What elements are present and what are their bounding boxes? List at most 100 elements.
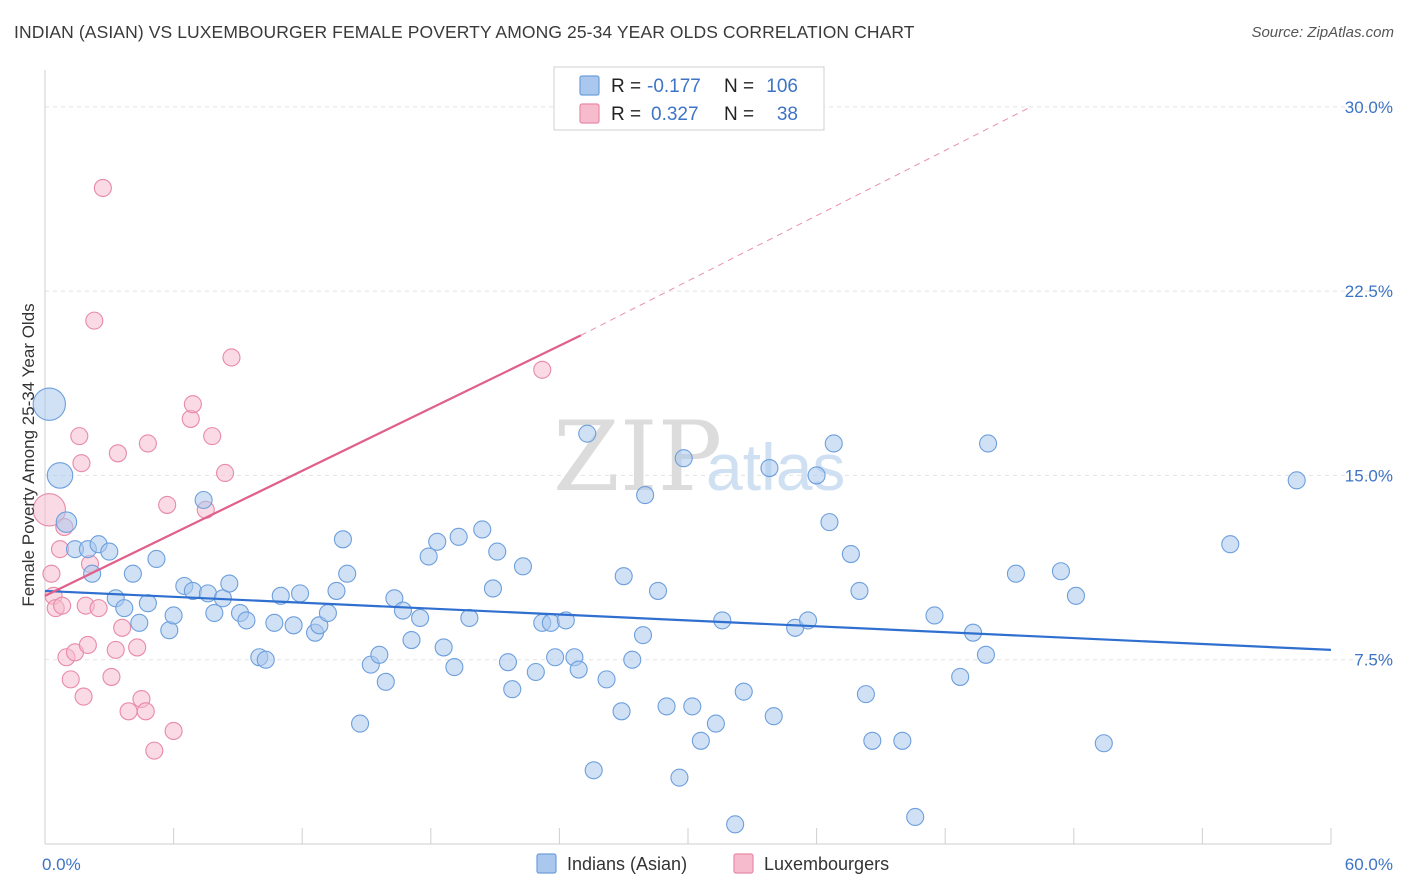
indians-asian-point <box>428 532 447 551</box>
indians-asian-point <box>1287 471 1306 490</box>
series-legend-swatch-indians <box>536 853 557 874</box>
chart-title: INDIAN (ASIAN) VS LUXEMBOURGER FEMALE PO… <box>14 22 915 42</box>
indians-asian-point <box>841 545 860 564</box>
indians-asian-point <box>584 761 603 780</box>
indians-asian-point <box>419 547 438 566</box>
luxembourgers-point <box>113 618 132 637</box>
indians-asian-point <box>271 586 290 605</box>
legend-n-value-2: 38 <box>777 104 798 125</box>
indians-asian-point <box>310 616 329 635</box>
legend-n-label-2: N = <box>724 104 754 125</box>
indians-asian-point <box>726 815 745 834</box>
indians-asian-point <box>597 670 616 689</box>
indians-asian-point <box>657 697 676 716</box>
indians-asian-point <box>402 631 421 650</box>
luxembourgers-point <box>50 540 70 559</box>
legend-n-value-1: 106 <box>766 76 798 97</box>
indians-asian-point <box>856 685 875 704</box>
gridlines <box>45 106 1392 661</box>
indians-asian-point <box>764 707 783 726</box>
indians-asian-point <box>824 434 843 453</box>
indians-asian-trend-line <box>44 589 1332 651</box>
indians-asian-point <box>411 608 430 627</box>
indians-asian-point <box>55 511 78 533</box>
indians-asian-point <box>541 613 560 632</box>
indians-asian-point <box>1221 535 1240 554</box>
indians-asian-point <box>473 520 492 539</box>
series-legend-swatch-luxembourgers <box>733 853 754 874</box>
luxembourgers-point <box>533 360 552 379</box>
x-tick-label-1: 60.0% <box>1345 855 1393 874</box>
indians-asian-point <box>265 613 284 632</box>
luxembourgers-point <box>164 721 183 741</box>
indians-asian-point <box>123 564 142 583</box>
indians-asian-point <box>237 611 256 630</box>
legend-r-value-2: 0.327 <box>651 104 699 125</box>
luxembourgers-point <box>203 427 222 446</box>
source-credit: Source: ZipAtlas.com <box>1251 24 1394 41</box>
indians-asian-point <box>863 731 882 750</box>
indians-asian-point <box>951 667 970 686</box>
luxembourgers-point <box>85 311 104 330</box>
indians-asian-point <box>623 650 642 669</box>
legend-r-value-1: -0.177 <box>647 76 701 97</box>
indians-asian-point <box>1051 562 1070 581</box>
luxembourgers-point <box>61 670 80 689</box>
x-tick-label-0: 0.0% <box>42 855 81 874</box>
luxembourgers-point <box>89 599 108 618</box>
indians-asian-point <box>498 653 518 672</box>
luxembourgers-point <box>181 409 200 428</box>
legend-n-label-1: N = <box>724 76 754 97</box>
indians-asian-point <box>636 486 655 505</box>
luxembourgers-trend-extension <box>580 106 1032 336</box>
luxembourgers-point <box>215 463 235 483</box>
luxembourgers-point <box>93 178 112 197</box>
indians-asian-point <box>147 549 166 569</box>
luxembourgers-point <box>158 495 177 514</box>
indians-asian-point <box>483 579 503 598</box>
indians-asian-point <box>338 564 357 583</box>
luxembourgers-point <box>106 640 125 659</box>
indians-asian-point <box>460 608 479 627</box>
indians-asian-point <box>578 424 597 443</box>
indians-asian-point <box>393 601 412 620</box>
indians-asian-point <box>850 581 869 600</box>
legend-r-label-1: R = <box>611 76 641 97</box>
correlation-legend: R = -0.177 N = 106 R = 0.327 N = 38 <box>553 66 825 131</box>
luxembourgers-point <box>70 427 89 446</box>
y-axis-title: Female Poverty Among 25-34 Year Olds <box>19 303 38 606</box>
indians-asian-point <box>906 807 925 827</box>
indians-asian-point <box>138 594 157 613</box>
indians-asian-point <box>376 672 395 691</box>
indians-asian-point <box>1066 586 1085 605</box>
indians-asian-point <box>648 581 668 600</box>
indians-asian-point <box>614 567 633 586</box>
legend-r-label-2: R = <box>611 104 641 125</box>
indians-asian-point <box>526 662 545 682</box>
luxembourgers-point <box>102 667 121 686</box>
luxembourgers-point <box>108 444 127 463</box>
indians-asian-point <box>130 613 149 632</box>
indians-asian-point <box>807 466 826 485</box>
watermark: ZIP atlas <box>553 401 845 513</box>
luxembourgers-point <box>222 348 241 367</box>
indians-asian-point <box>194 490 213 510</box>
luxembourgers-point <box>72 454 91 473</box>
indians-asian-point <box>979 434 998 453</box>
legend-swatch-pink <box>579 103 600 124</box>
luxembourgers-point <box>128 638 147 657</box>
luxembourgers-trend-line <box>44 334 582 597</box>
luxembourgers-point <box>138 434 157 453</box>
indians-asian-point <box>164 606 183 625</box>
indians-asian-point <box>445 658 464 677</box>
indians-asian-point <box>569 660 588 679</box>
indians-asian-point <box>513 557 533 576</box>
y-tick-labels: 7.5% 15.0% 22.5% 30.0% <box>1345 98 1393 670</box>
indians-asian-point <box>503 680 522 699</box>
indians-asian-point <box>220 574 239 593</box>
indians-asian-point <box>488 542 507 561</box>
y-tick-label-2: 22.5% <box>1345 282 1393 301</box>
indians-asian-point <box>670 768 689 787</box>
luxembourgers-point <box>42 564 61 583</box>
axes <box>44 70 1332 845</box>
